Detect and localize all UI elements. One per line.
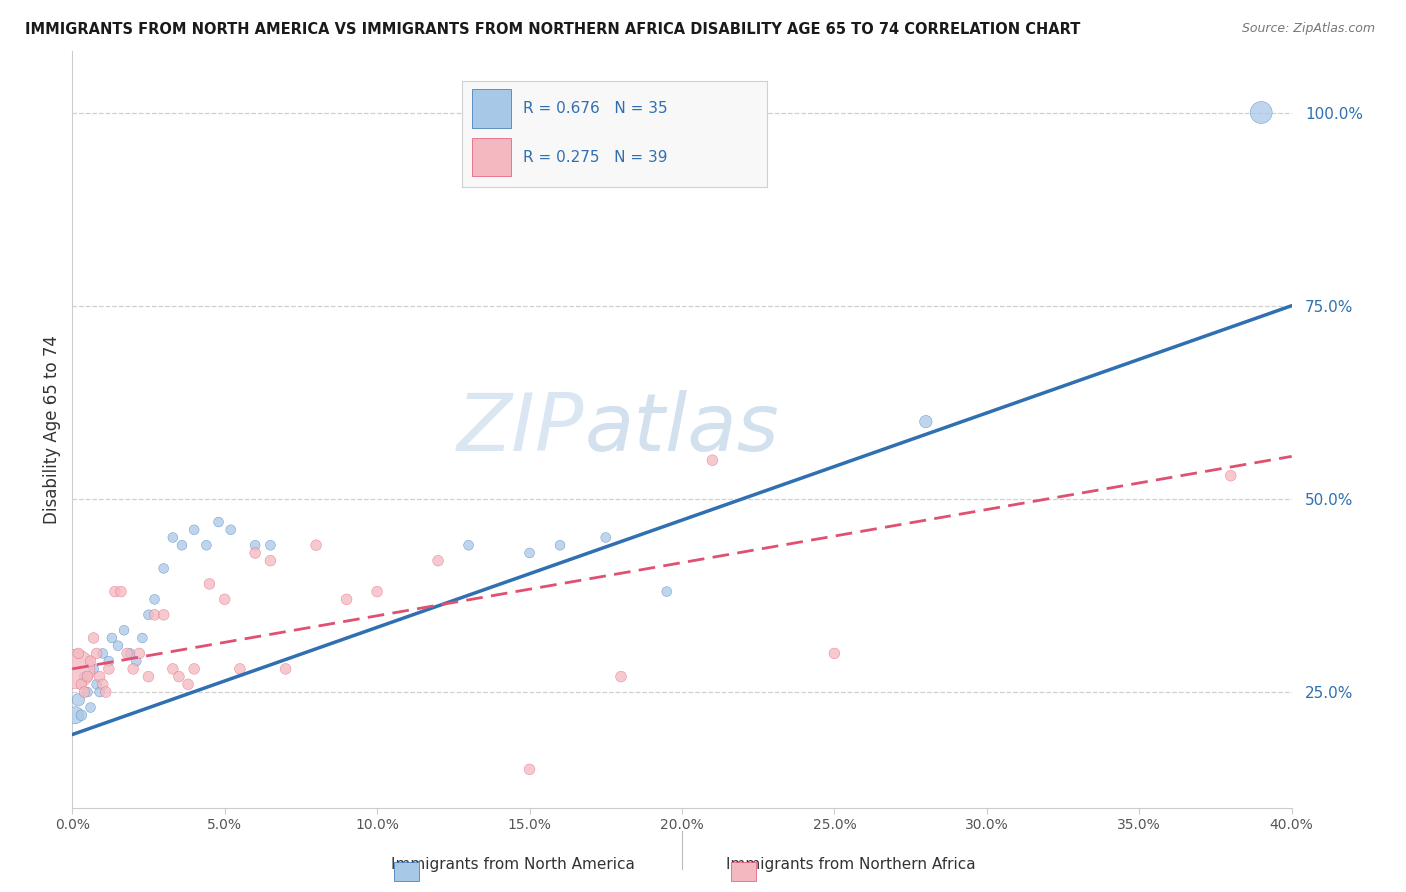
- Point: [152, 607, 174, 622]
- Point: [183, 523, 205, 537]
- Point: [97, 654, 120, 668]
- Point: [702, 453, 724, 467]
- Point: [76, 670, 98, 684]
- Point: [125, 654, 148, 668]
- Point: [120, 647, 142, 661]
- Point: [86, 677, 108, 691]
- Point: [1219, 468, 1241, 483]
- Point: [89, 670, 111, 684]
- Point: [336, 592, 359, 607]
- Point: [183, 662, 205, 676]
- Point: [167, 670, 190, 684]
- Point: [83, 631, 105, 645]
- Point: [91, 647, 114, 661]
- Point: [122, 662, 145, 676]
- Point: [170, 538, 193, 552]
- Y-axis label: Disability Age 65 to 74: Disability Age 65 to 74: [44, 334, 60, 524]
- Text: ZIP: ZIP: [457, 391, 585, 468]
- Point: [427, 554, 450, 568]
- Point: [79, 700, 101, 714]
- Point: [94, 685, 117, 699]
- Point: [97, 662, 120, 676]
- Text: IMMIGRANTS FROM NORTH AMERICA VS IMMIGRANTS FROM NORTHERN AFRICA DISABILITY AGE : IMMIGRANTS FROM NORTH AMERICA VS IMMIGRA…: [25, 22, 1081, 37]
- Point: [457, 538, 479, 552]
- Point: [89, 685, 111, 699]
- Point: [1250, 105, 1272, 120]
- Point: [243, 546, 266, 560]
- Point: [143, 592, 166, 607]
- Point: [83, 662, 105, 676]
- Point: [259, 554, 281, 568]
- Point: [519, 546, 541, 560]
- Point: [79, 654, 101, 668]
- Point: [73, 685, 96, 699]
- Point: [305, 538, 328, 552]
- Point: [70, 677, 93, 691]
- Point: [73, 670, 96, 684]
- Point: [115, 647, 138, 661]
- Point: [195, 538, 218, 552]
- Point: [519, 762, 541, 776]
- Point: [70, 708, 93, 723]
- Point: [207, 515, 229, 529]
- Point: [65, 708, 87, 723]
- Point: [101, 631, 124, 645]
- Point: [110, 584, 132, 599]
- Point: [65, 662, 87, 676]
- Point: [128, 647, 150, 661]
- Point: [655, 584, 678, 599]
- Point: [610, 670, 633, 684]
- Point: [229, 662, 252, 676]
- Point: [112, 624, 135, 638]
- Point: [143, 607, 166, 622]
- Point: [198, 577, 221, 591]
- Point: [366, 584, 388, 599]
- Point: [219, 523, 242, 537]
- Point: [177, 677, 200, 691]
- Point: [162, 662, 184, 676]
- Point: [91, 677, 114, 691]
- Point: [131, 631, 153, 645]
- Point: [104, 584, 127, 599]
- Point: [67, 693, 90, 707]
- Point: [67, 647, 90, 661]
- Point: [274, 662, 297, 676]
- Text: atlas: atlas: [585, 391, 779, 468]
- Point: [138, 670, 160, 684]
- Point: [595, 531, 617, 545]
- Point: [138, 607, 160, 622]
- Point: [243, 538, 266, 552]
- Point: [76, 685, 98, 699]
- Text: Immigrants from Northern Africa: Immigrants from Northern Africa: [725, 857, 976, 872]
- Point: [823, 647, 845, 661]
- Point: [152, 561, 174, 575]
- Text: Source: ZipAtlas.com: Source: ZipAtlas.com: [1241, 22, 1375, 36]
- Point: [914, 415, 936, 429]
- Text: Immigrants from North America: Immigrants from North America: [391, 857, 636, 872]
- Point: [162, 531, 184, 545]
- Point: [214, 592, 236, 607]
- Point: [86, 647, 108, 661]
- Point: [548, 538, 571, 552]
- Point: [107, 639, 129, 653]
- Point: [259, 538, 281, 552]
